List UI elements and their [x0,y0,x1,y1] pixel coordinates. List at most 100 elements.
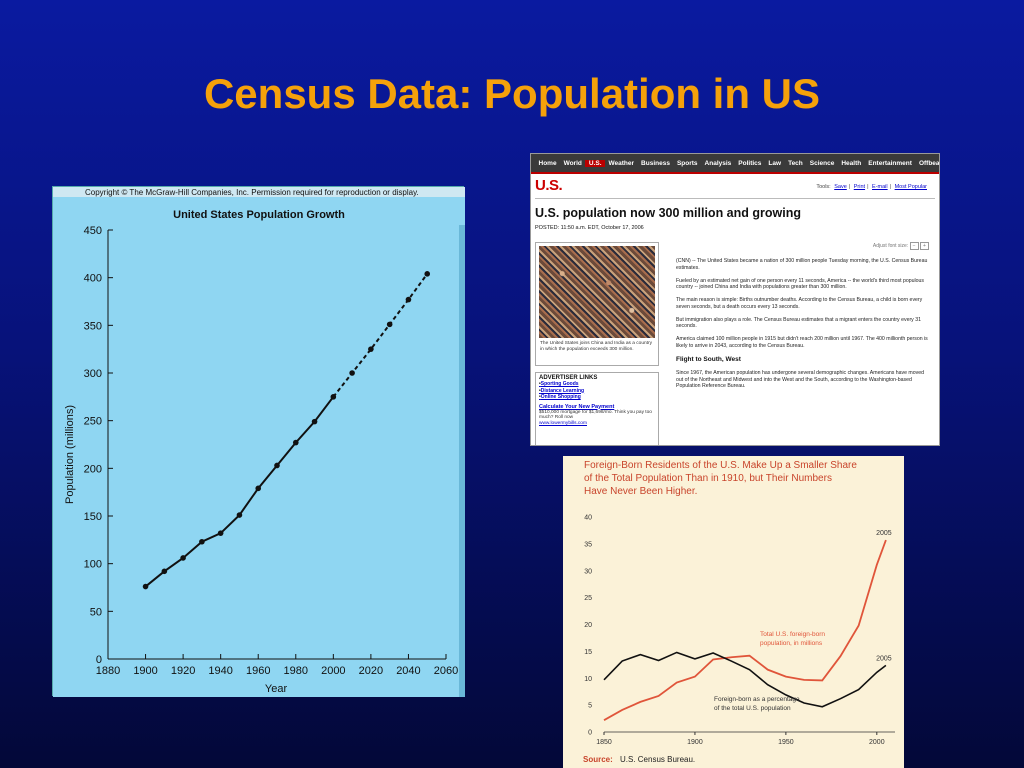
photo-caption: The United States joins China and India … [540,341,652,352]
slide-title: Census Data: Population in US [203,70,821,117]
data-point [311,418,318,425]
article-paragraph: (CNN) -- The United States became a nati… [676,258,928,271]
series-label-percent: Foreign-born as a percentage of the total… [714,696,800,712]
nav-item-tech[interactable]: Tech [788,159,803,167]
x-tick-label: 1950 [778,739,794,746]
right-shadow [459,225,465,697]
article-paragraph: The main reason is simple: Births outnum… [676,297,923,310]
y-tick-label: 10 [584,676,592,683]
foreign-born-chart-panel: Foreign-Born Residents of the U.S. Make … [563,456,904,768]
chart-title: United States Population Growth [173,209,345,221]
data-point [349,370,355,376]
cnn-divider [535,198,935,199]
foreign-born-percent-line [603,651,887,708]
nav-item-sports[interactable]: Sports [676,159,698,167]
promo-text: $510,000 mortgage for $1,698/mo. Think y… [539,409,652,421]
crowd-photo [539,246,655,338]
y-tick-label: 15 [584,649,592,656]
nav-item-law[interactable]: Law [768,159,782,167]
advertiser-link[interactable]: Online Shopping [539,394,655,401]
x-tick-label: 2040 [396,665,420,677]
source-text: U.S. Census Bureau. [620,755,695,764]
y-tick-label: 0 [588,730,592,737]
data-point [180,555,186,561]
chart-background [53,197,465,697]
cnn-nav-bar: Home World U.S. Weather Business Sports Analys… [531,154,939,174]
y-tick-label: 25 [584,595,592,602]
x-tick-label: 1900 [133,665,157,677]
x-tick-label: 2000 [869,739,885,746]
article-paragraph: Fueled by an estimated net gain of one p… [676,277,925,291]
data-point [292,439,299,446]
data-point [199,538,205,545]
y-tick-label: 0 [96,654,102,666]
article-photo-box: The United States joins China and India … [535,242,659,366]
advertiser-link[interactable]: Distance Learning [539,388,655,395]
nav-item-u-s[interactable]: U.S. [585,159,606,167]
font-decrease-icon[interactable]: − [909,242,919,250]
nav-item-science[interactable]: Science [809,159,835,167]
adjust-font-label: Adjust font size: [872,243,909,249]
y-tick-label: 35 [584,541,592,548]
y-tick-label: 350 [84,320,102,332]
data-point [217,530,224,536]
y-tick-label: 300 [84,368,102,380]
article-headline: U.S. population now 300 million and grow… [535,206,801,220]
y-tick-label: 200 [84,463,102,475]
y-tick-label: 450 [84,225,102,237]
y-tick-label: 150 [84,511,102,523]
nav-item-entertainment[interactable]: Entertainment [868,159,912,167]
x-tick-label: 1920 [171,665,195,677]
tools-link-save[interactable]: Save [834,184,847,190]
promo-url-link[interactable]: www.lowermybills.com [539,421,587,427]
article-subhead: Flight to South, West [676,355,741,363]
y-axis-label: Population (millions) [64,405,76,504]
tools-label: Tools: [816,184,831,190]
article-paragraph: America claimed 100 million people in 19… [676,336,928,349]
population-chart-panel: Copyright © The McGraw-Hill Companies, I… [52,186,465,697]
data-point [161,568,168,575]
article-paragraph: Since 1967, the American population has … [676,369,925,390]
article-paragraph: But immigration also plays a role. The C… [676,316,921,330]
nav-item-world[interactable]: World [563,159,582,167]
projected-population-line [332,273,429,398]
advertiser-link[interactable]: Sporting Goods [539,381,655,388]
adjust-font-size: Adjust font size: − + [873,242,929,250]
x-tick-label: 2020 [359,665,383,677]
y-tick-label: 400 [84,273,102,285]
data-point [386,321,393,328]
chart-title: Foreign-Born Residents of the U.S. Make … [584,460,857,497]
x-tick-label: 1850 [596,739,612,746]
copyright-text: Copyright © The McGraw-Hill Companies, I… [85,188,419,197]
nav-item-business[interactable]: Business [641,159,670,167]
data-point [236,512,243,518]
y-tick-label: 5 [588,703,592,710]
nav-item-offbeat[interactable]: Offbeat [918,159,940,167]
article-posted-time: POSTED: 11:50 a.m. EDT, October 17, 2006 [535,225,644,231]
nav-item-analysis[interactable]: Analysis [704,159,732,167]
tools-link-print[interactable]: Print [853,184,866,190]
nav-item-weather[interactable]: Weather [608,159,635,167]
series-label-count: Total U.S. foreign-born population, in mi… [760,631,825,647]
tools-link-email[interactable]: E-mail [872,184,888,190]
x-tick-label: 1980 [284,665,308,677]
x-axis-label: Year [265,683,288,695]
nav-item-health[interactable]: Health [841,159,862,167]
copyright-strip [53,187,465,197]
source-label: Source: [583,755,613,764]
article-body: (CNN) -- The United States became a nati… [676,258,932,396]
series-end-label: 2005 [876,530,892,537]
x-tick-label: 2060 [434,665,458,677]
data-point [274,462,280,469]
font-increase-icon[interactable]: + [920,242,929,250]
data-point [255,485,262,492]
y-tick-label: 50 [90,606,102,618]
nav-item-politics[interactable]: Politics [738,159,762,167]
x-tick-label: 1900 [687,739,703,746]
advertiser-links-box: ADVERTISER LINKS Sporting Goods Distance… [535,372,659,445]
tools-link-most-popular[interactable]: Most Popular [894,184,927,190]
nav-item-home[interactable]: Home [538,159,557,167]
data-point [405,296,412,303]
promo-title-link[interactable]: Calculate Your New Payment [539,403,615,410]
x-tick-label: 1940 [208,665,232,677]
